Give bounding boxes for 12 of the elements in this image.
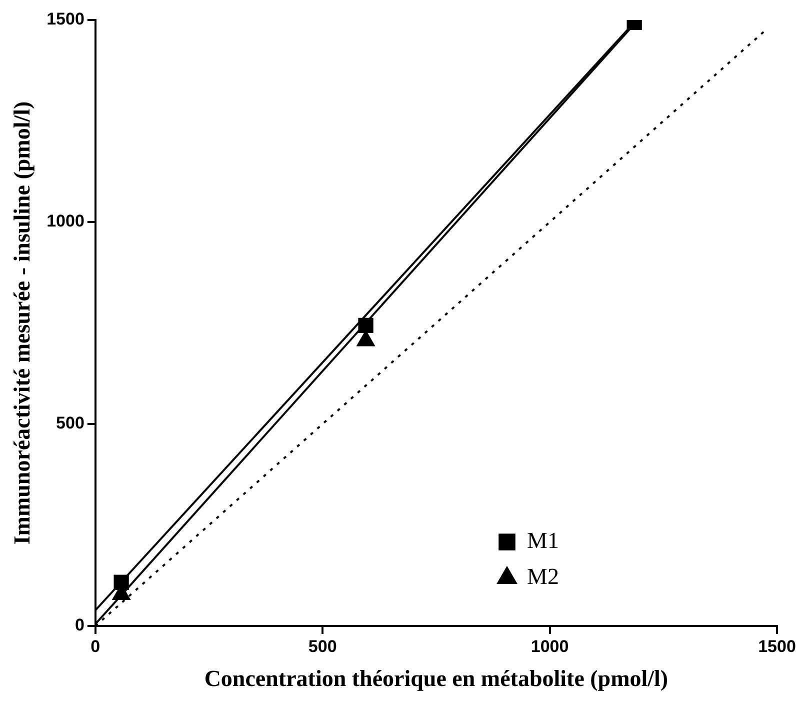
x-tick-label: 1500 bbox=[758, 636, 796, 656]
y-axis-title: Immunoréactivité mesurée - insuline (pmol/l) bbox=[10, 101, 35, 545]
x-tick-label: 500 bbox=[308, 636, 337, 656]
y-tick-label: 1000 bbox=[46, 212, 84, 231]
y-tick-label: 0 bbox=[74, 616, 84, 635]
y-tick-label: 1500 bbox=[46, 10, 84, 29]
legend-label: M1 bbox=[527, 528, 559, 554]
x-tick-label: 0 bbox=[90, 636, 100, 656]
y-tick-label: 500 bbox=[56, 414, 84, 433]
x-tick-label: 1000 bbox=[530, 636, 569, 656]
x-axis-title: Concentration théorique en métabolite (pmol/l) bbox=[204, 666, 668, 692]
legend-label: M2 bbox=[527, 564, 559, 590]
